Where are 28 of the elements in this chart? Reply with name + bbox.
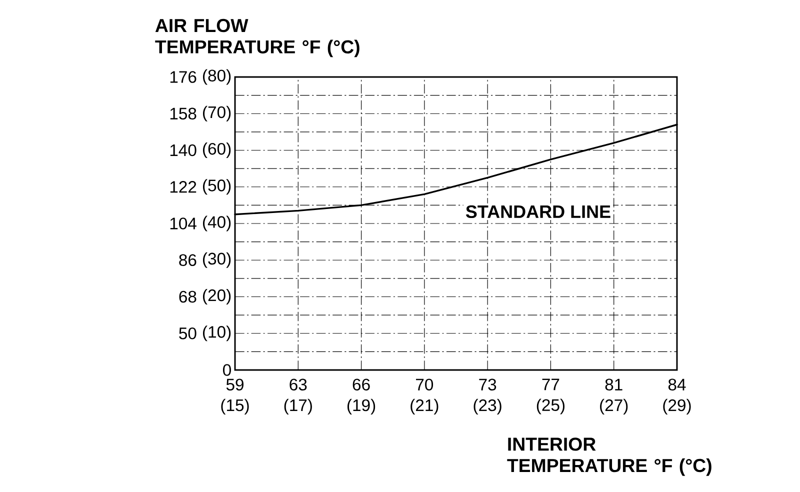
y2-tick-label: 140 xyxy=(170,144,196,156)
y-tick-label: (70) xyxy=(203,106,231,122)
x-tick-label: 59 (15) xyxy=(221,378,249,414)
x-tick-label: 63 (17) xyxy=(284,378,312,414)
x-tick-label: 70 (21) xyxy=(410,378,438,414)
y-tick-label: (80) xyxy=(203,69,231,85)
x-tick-label: 81 (27) xyxy=(600,378,628,414)
y2-tick-label: 122 xyxy=(170,181,196,193)
series-label: STANDARD LINE xyxy=(466,205,610,218)
y2-tick-label: 50 xyxy=(179,327,196,340)
y2-tick-label: 158 xyxy=(170,108,196,120)
y-tick-label: (50) xyxy=(203,179,231,195)
x-axis-title: INTERIOR TEMPERATURE °F (°C) xyxy=(507,438,712,476)
y-tick-label: (20) xyxy=(203,288,231,305)
y2-tick-label: 68 xyxy=(179,290,196,303)
y-tick-label: (10) xyxy=(203,326,231,342)
y-tick-label: (30) xyxy=(203,252,231,268)
y-axis-title: AIR FLOW TEMPERATURE °F (°C) xyxy=(155,18,360,58)
y2-tick-label: 86 xyxy=(179,254,196,266)
y2-tick-label: 104 xyxy=(170,218,196,230)
x-tick-label: 66 (19) xyxy=(347,378,376,414)
x-tick-label: 73 (23) xyxy=(474,378,502,414)
x-tick-label: 77 (25) xyxy=(536,378,564,414)
x-tick-label: 84 (29) xyxy=(663,378,691,414)
y-tick-label: (40) xyxy=(203,216,231,232)
y2-tick-label: 176 xyxy=(170,71,196,83)
y-tick-label: (60) xyxy=(203,142,231,158)
y-tick-label: 0 xyxy=(223,364,231,376)
